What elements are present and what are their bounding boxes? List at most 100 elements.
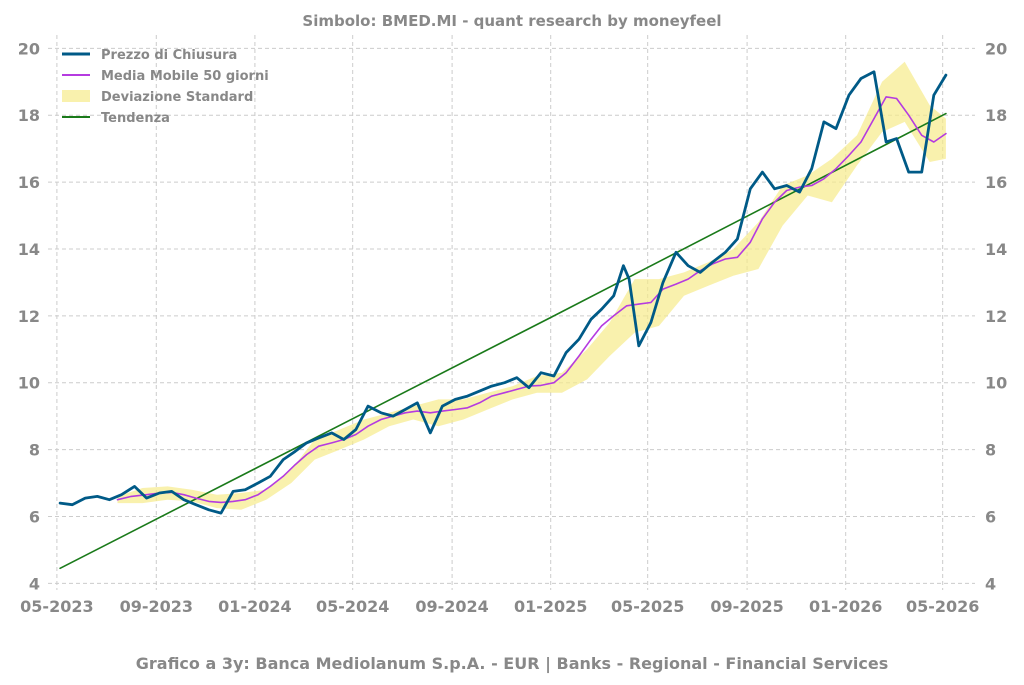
price-line-point-61 [799, 191, 801, 193]
price-line-point-60 [786, 184, 788, 187]
y-tick-right-16: 16 [985, 173, 1007, 192]
moving-average-line-point-28 [466, 407, 469, 409]
moving-average-line-point-12 [269, 485, 271, 487]
price-line-point-16 [257, 482, 259, 484]
legend-label-ma: Media Mobile 50 giorni [101, 69, 269, 84]
price-line-point-64 [835, 128, 837, 130]
price-layer [58, 70, 948, 515]
moving-average-line-point-0 [116, 499, 119, 501]
moving-average-line-point-35 [553, 382, 555, 384]
price-line-point-11 [195, 504, 197, 506]
price-line-point-10 [183, 499, 185, 501]
price-line-point-42 [578, 338, 580, 340]
x-tick-9: 05-2026 [906, 597, 979, 616]
chart-footer: Grafico a 3y: Banca Mediolanum S.p.A. - … [135, 654, 889, 673]
price-line-point-53 [699, 271, 701, 273]
grid [48, 35, 975, 590]
price-line-point-62 [811, 168, 813, 170]
x-ticks: 05-2023 09-2023 01-2024 05-2024 09-2024 01-20… [20, 597, 979, 616]
price-line-point-26 [380, 412, 382, 414]
trend-line-point-1 [550, 316, 552, 319]
x-tick-3: 05-2024 [316, 597, 389, 616]
moving-average-line-point-42 [638, 303, 640, 305]
price-line-point-30 [429, 432, 431, 434]
moving-average-line-point-24 [416, 410, 418, 412]
moving-average-line-point-26 [441, 410, 443, 412]
moving-average-line-point-37 [578, 355, 580, 357]
moving-average-line-point-63 [896, 97, 898, 100]
price-line-point-34 [479, 390, 481, 392]
moving-average-line-point-32 [516, 388, 518, 390]
moving-average-line-point-65 [921, 134, 923, 136]
x-tick-1: 09-2023 [120, 597, 193, 616]
moving-average-line-point-17 [331, 442, 333, 444]
y-tick-left-14: 14 [18, 240, 40, 259]
moving-average-line-point-31 [504, 392, 506, 394]
price-line-point-41 [565, 352, 567, 354]
price-line-point-36 [504, 382, 506, 384]
moving-average-line-point-39 [601, 325, 603, 327]
y-tick-left-6: 6 [29, 507, 40, 526]
price-line-point-65 [848, 94, 850, 96]
moving-average-line-point-1 [130, 495, 132, 497]
moving-average-line-point-6 [195, 497, 197, 499]
moving-average-line-point-19 [355, 433, 357, 436]
price-line-point-52 [687, 265, 689, 267]
price-line-point-22 [331, 432, 333, 434]
price-line-point-40 [553, 375, 555, 377]
moving-average-line-point-44 [662, 288, 664, 290]
moving-average-line-point-60 [860, 141, 862, 143]
price-line-point-2 [84, 497, 86, 499]
price-line-point-19 [294, 450, 296, 452]
y-tick-left-20: 20 [18, 39, 40, 58]
x-tick-6: 05-2025 [611, 597, 684, 616]
y-tick-right-14: 14 [985, 240, 1007, 259]
moving-average-line-point-5 [183, 494, 185, 496]
moving-average-line-point-58 [835, 168, 837, 170]
price-line-point-63 [823, 121, 825, 123]
x-tick-4: 09-2024 [415, 597, 488, 616]
price-line-point-67 [873, 71, 875, 73]
y-tick-left-10: 10 [18, 374, 40, 393]
legend-label-std: Deviazione Standard [101, 90, 253, 105]
moving-average-line-point-53 [774, 201, 776, 203]
price-line-point-27 [392, 415, 394, 417]
price-line-point-43 [590, 318, 592, 320]
price-line-point-37 [516, 377, 518, 379]
price-line-point-47 [628, 278, 630, 280]
price-line-point-55 [724, 251, 726, 253]
moving-average-line-point-27 [454, 408, 456, 411]
y-tick-left-12: 12 [18, 307, 40, 326]
moving-average-line-point-23 [404, 412, 406, 414]
x-tick-2: 01-2024 [218, 597, 291, 616]
price-line-point-54 [711, 261, 713, 263]
price-line-point-17 [269, 475, 271, 477]
moving-average-line-point-41 [626, 305, 628, 307]
price-line-point-48 [638, 345, 640, 347]
price-line-point-39 [540, 372, 542, 374]
y-tick-right-4: 4 [985, 574, 996, 593]
moving-average-line-point-59 [848, 154, 850, 156]
price-line-point-12 [208, 509, 210, 511]
price-line-point-68 [885, 141, 887, 143]
price-line-point-45 [613, 295, 615, 297]
moving-average-line-point-46 [687, 278, 689, 280]
moving-average-line-point-14 [294, 464, 296, 466]
moving-average-line-point-38 [590, 338, 592, 340]
moving-average-line-point-45 [675, 283, 677, 285]
moving-average-line-point-11 [257, 494, 259, 496]
y-tick-left-18: 18 [18, 106, 40, 125]
moving-average-line-point-61 [873, 118, 875, 120]
price-line-point-50 [662, 281, 664, 283]
price-line-point-32 [454, 398, 456, 400]
trend-layer [59, 112, 947, 570]
price-line-point-25 [367, 405, 369, 407]
moving-average-line-point-29 [479, 402, 481, 404]
price-line-point-66 [860, 77, 862, 80]
moving-average-line-point-51 [749, 241, 751, 243]
price-line-point-69 [896, 138, 898, 140]
y-tick-right-8: 8 [985, 441, 996, 460]
x-tick-5: 01-2025 [514, 597, 587, 616]
legend: Prezzo di Chiusura Media Mobile 50 giorni… [62, 48, 269, 126]
price-line-point-13 [220, 512, 222, 514]
